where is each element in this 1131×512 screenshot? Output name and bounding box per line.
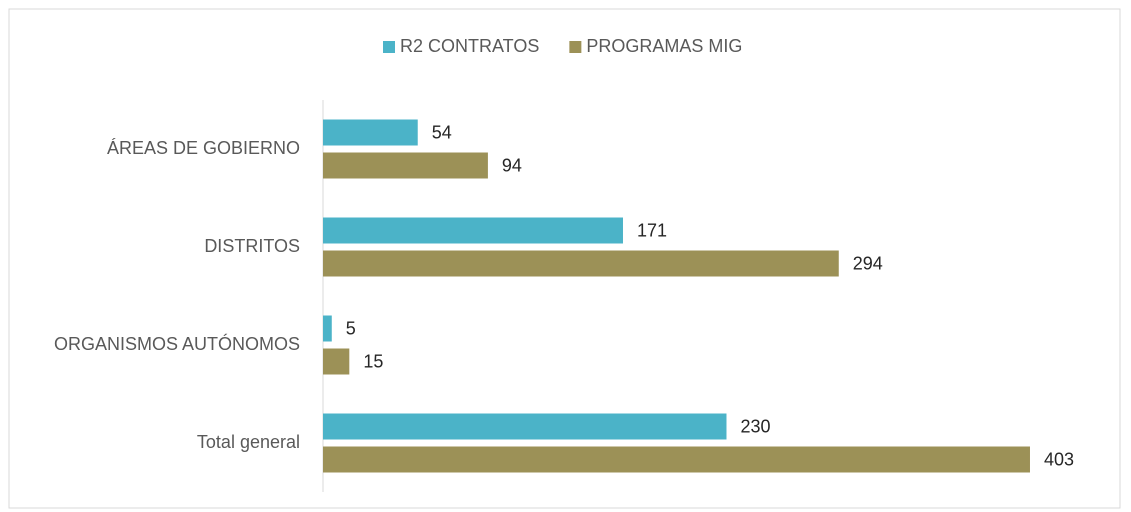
bar [323, 315, 332, 342]
legend-swatch [569, 41, 582, 53]
bar [323, 152, 488, 179]
data-label: 94 [502, 155, 522, 175]
bar [323, 119, 418, 146]
data-label: 171 [637, 220, 667, 240]
y-tick-label: Total general [197, 432, 300, 452]
y-tick-label: ÁREAS DE GOBIERNO [107, 138, 300, 158]
data-label: 403 [1044, 449, 1074, 469]
bar [323, 446, 1030, 473]
bar [323, 250, 839, 277]
bar [323, 413, 727, 440]
data-label: 294 [853, 253, 883, 273]
bar [323, 348, 350, 375]
y-tick-label: DISTRITOS [204, 236, 300, 256]
legend-swatch [383, 41, 395, 53]
data-label: 15 [363, 351, 383, 371]
y-tick-label: ORGANISMOS AUTÓNOMOS [54, 333, 300, 354]
bar [323, 217, 623, 244]
data-label: 5 [346, 318, 356, 338]
data-label: 230 [740, 416, 770, 436]
legend-label: R2 CONTRATOS [400, 36, 539, 56]
data-label: 54 [432, 122, 452, 142]
legend-label: PROGRAMAS MIG [586, 36, 742, 56]
